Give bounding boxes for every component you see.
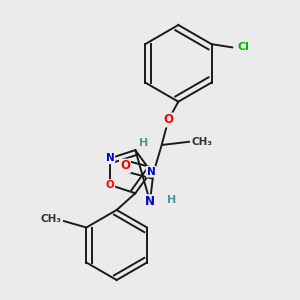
Text: CH₃: CH₃: [192, 137, 213, 147]
Text: CH₃: CH₃: [40, 214, 61, 224]
Text: O: O: [163, 113, 173, 127]
Text: O: O: [106, 180, 114, 190]
Text: N: N: [145, 195, 155, 208]
Text: O: O: [120, 160, 130, 172]
Text: H: H: [167, 195, 176, 205]
Text: H: H: [139, 138, 148, 148]
Text: Cl: Cl: [238, 43, 250, 52]
Text: N: N: [106, 153, 114, 163]
Text: N: N: [147, 167, 155, 177]
